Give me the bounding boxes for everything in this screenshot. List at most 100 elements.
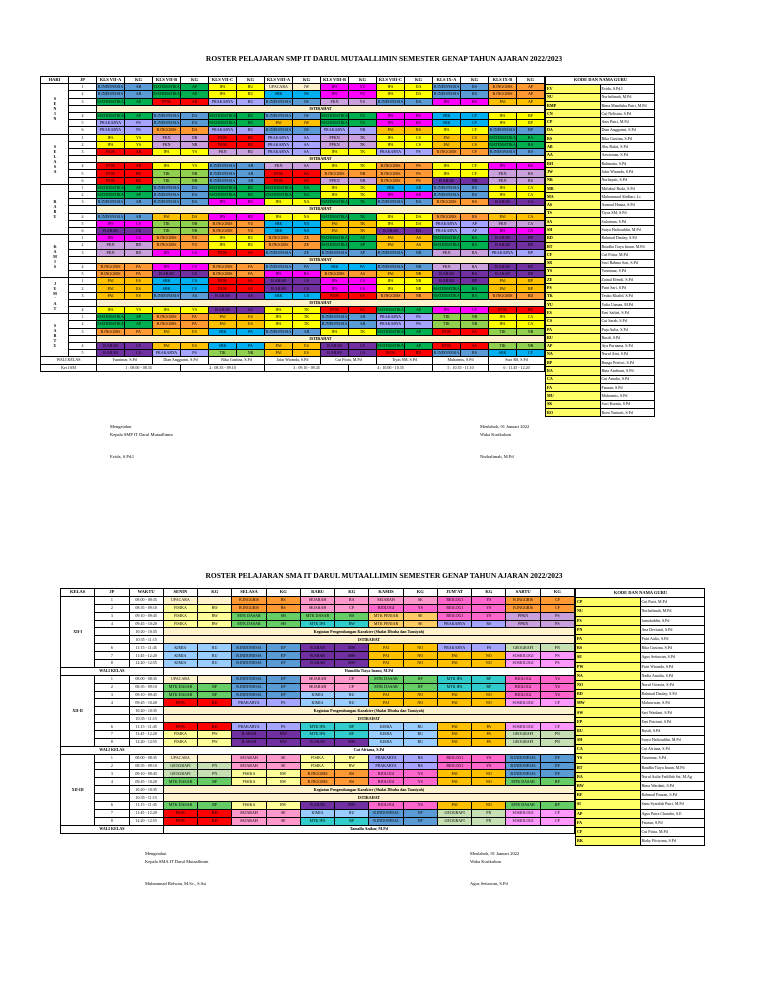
code-row: RW Rima Wardani, S.Pd: [575, 780, 705, 792]
break-note: ISTIRAHAT: [162, 793, 576, 803]
teacher-code: AP: [124, 111, 153, 121]
teacher-code: NR: [404, 262, 433, 272]
subject: PRAKARYA: [264, 147, 293, 157]
break-note: ISTIRAHAT: [96, 155, 545, 164]
time: 11:15 - 11:45: [128, 722, 164, 732]
teacher-code: RD: [124, 176, 153, 185]
teacher-code: FA: [236, 270, 265, 279]
teacher-code: NO: [575, 679, 641, 691]
subject: MATEMATIKA: [320, 119, 349, 128]
teacher-code: AB: [545, 142, 601, 152]
jp: 6: [94, 643, 130, 653]
teacher-code: NR: [404, 248, 433, 257]
break-note: ISTIRAHAT: [96, 205, 545, 214]
subject: B.INDONESIA: [152, 119, 181, 128]
teacher-code: SA: [292, 176, 321, 185]
teacher-code: AP: [124, 97, 153, 106]
column-header: KLS VII-C: [208, 75, 237, 85]
column-header: WAKTU: [128, 588, 164, 597]
subject: B.INGGRIS: [96, 327, 125, 336]
subject: IPA: [320, 147, 349, 157]
codes-header-row: KODE DAN NAMA GURU: [545, 75, 655, 86]
subject: B.INGGRIS: [432, 212, 461, 221]
teacher-name: Cut Fitria, M.Pd: [639, 826, 705, 838]
code-row: SA Sulaiman, S.Pd: [545, 217, 655, 227]
teacher-code: NO: [471, 651, 507, 661]
subject: IPA: [264, 313, 293, 322]
subject: B.ARAB: [152, 270, 181, 279]
subject: B.INDONESIA: [432, 83, 461, 92]
code-row: EV Evida, S.Pd.I: [545, 84, 655, 94]
jp: 3: [68, 291, 97, 300]
smp-table: HARI JP KLS VII-A KG KLS VII-B KG KLS VII-C KG K…: [40, 75, 545, 372]
teacher-code: RW: [197, 603, 233, 613]
teacher-code: AP: [348, 241, 377, 250]
jp: 6: [68, 226, 97, 236]
teacher-code: YS: [124, 305, 153, 315]
subject: PAI: [96, 284, 125, 293]
jam-time: 1 : 08.00 - 08.35: [96, 363, 181, 372]
teacher-code: CF: [545, 250, 601, 260]
code-row: RU Rusdi, S.Pd: [575, 725, 705, 737]
jp: 1: [68, 277, 97, 286]
teacher-code: SA: [460, 327, 489, 336]
subject: IPS: [152, 262, 181, 272]
teacher-code: PS: [180, 349, 209, 358]
teacher-name: Erni Safitri, S.Pd: [599, 308, 655, 318]
subject: B.INGGRIS: [376, 176, 405, 185]
schedule-row: 4 MATEMATIKA AP B.INDONESIA DA MATEMATIKA RU B.…: [41, 111, 545, 121]
jp: [94, 793, 130, 803]
teacher-code: MW: [265, 737, 301, 747]
schedule-row: 3 PKN RD IPS CS PJOK SA B.INDONESIA ZE B.INDONESI…: [41, 248, 545, 257]
header-row: HARI JP KLS VII-A KG KLS VII-B KG KLS VII-C KG K…: [40, 75, 545, 85]
subject: SBK: [432, 119, 461, 128]
jp: 2: [68, 90, 97, 99]
schedule-row: 10:35 - 11:15 ISTIRAHAT: [61, 635, 576, 645]
teacher-code: PN: [471, 808, 507, 818]
subject: PAI: [488, 97, 517, 106]
day-name: KAMIS: [40, 234, 69, 279]
teacher-code: [197, 753, 233, 763]
teacher-code: BP: [516, 241, 545, 250]
column-header: KG: [334, 588, 370, 597]
teacher-code: PS: [404, 320, 433, 329]
subject: PAI: [488, 212, 517, 221]
wali-name: Suci RS, S.Pd: [488, 356, 545, 365]
subject: BIOLOGI: [505, 674, 541, 684]
schedule-row: ISTIRAHAT: [41, 255, 545, 264]
subject: BIOLOGI: [436, 761, 473, 771]
subject: PRAKARYA: [264, 140, 293, 149]
code-row: MA Muhammad Ahdhari, Lc: [545, 192, 655, 202]
subject: PJOK: [264, 169, 293, 178]
teacher-code: JW: [292, 83, 321, 92]
teacher-code: NO: [471, 777, 507, 787]
subject: IPA: [376, 140, 405, 149]
teacher-code: AP: [516, 90, 545, 99]
teacher-code: RF: [197, 690, 233, 700]
code-row: PW Putri Wiranda, S.Pd: [575, 661, 705, 672]
jp: [68, 298, 97, 308]
schedule-row: 7 11:45 - 12:20 KIMIA RU B.INDONESIA EP B.ARAB…: [61, 651, 576, 661]
column-header: KLS VIII-B: [320, 75, 349, 85]
teacher-name: Rima Mandiska Putri, M.Pd: [599, 100, 655, 111]
subject: IPA: [208, 90, 237, 99]
column-header: KLS VII-A: [96, 75, 125, 85]
teacher-name: Anis Putri, M.Pd: [599, 117, 655, 127]
teacher-code: SW: [575, 707, 641, 718]
time: 08:35 - 09:10: [128, 603, 164, 613]
teacher-code: CS: [292, 291, 321, 300]
subject: MATEMATIKA: [96, 111, 125, 121]
subject: IPS: [96, 234, 125, 243]
time: 11:15 - 11:45: [128, 801, 164, 810]
subject: B.INDONESIA: [432, 90, 461, 99]
subject: SBK: [264, 226, 293, 236]
teacher-code: YS: [471, 761, 507, 771]
teacher-name: Muharmis, S.Pd: [599, 391, 655, 401]
time: 09:10 - 09:45: [128, 611, 164, 621]
subject: PKN: [488, 169, 517, 178]
code-row: RD Rahmad Daulay, S.Pd: [545, 233, 655, 243]
teacher-code: MW: [334, 737, 370, 747]
teacher-code: SA: [292, 133, 321, 142]
teacher-code: BP: [516, 262, 545, 272]
teacher-code: BP: [545, 358, 601, 368]
